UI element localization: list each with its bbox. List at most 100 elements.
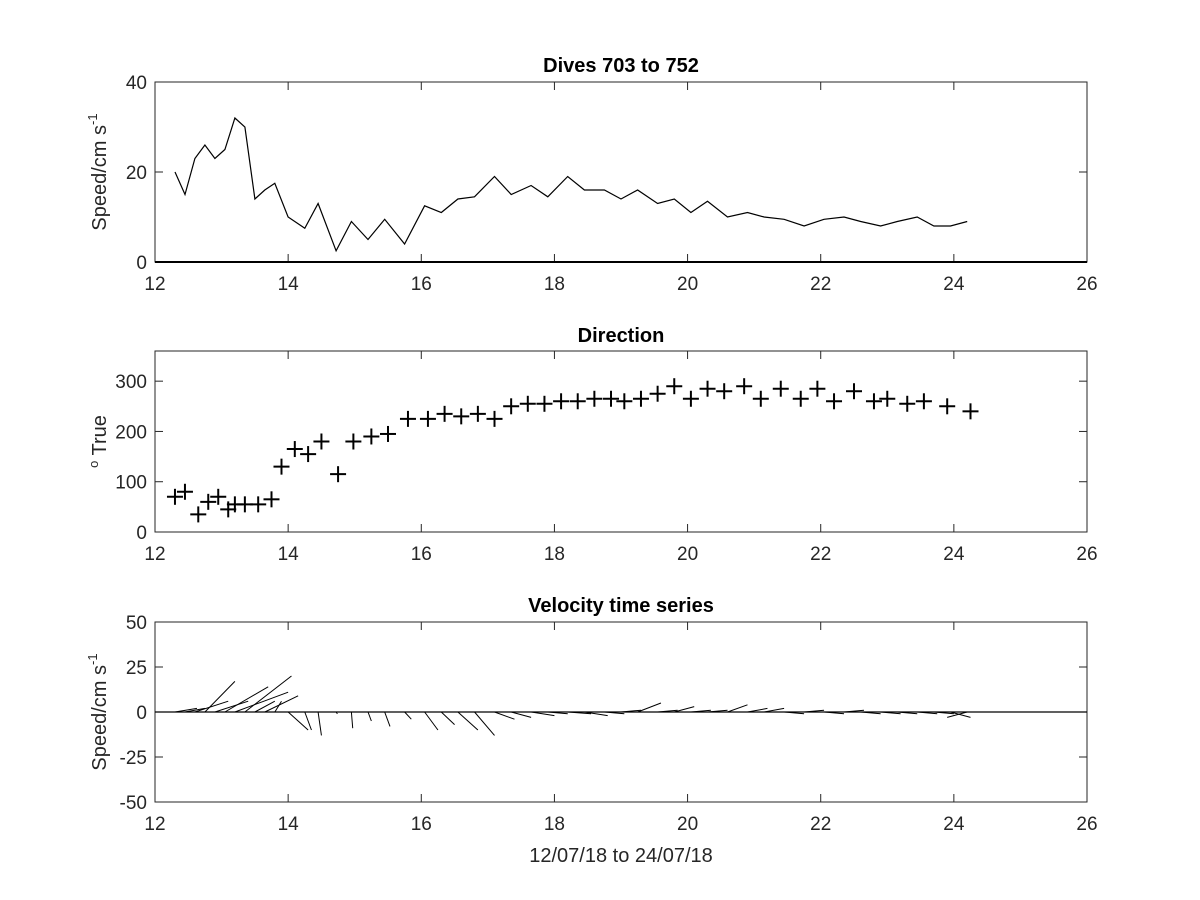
direction-plus-marker — [469, 405, 486, 422]
x-tick-label: 24 — [943, 814, 965, 835]
velocity-stick — [304, 711, 312, 731]
velocity-stick — [184, 707, 206, 713]
direction-plus-marker — [666, 378, 683, 395]
velocity-stick — [424, 711, 439, 731]
direction-plus-marker — [345, 433, 362, 450]
x-tick-label: 16 — [411, 274, 432, 295]
chart-title: Velocity time series — [528, 595, 714, 617]
direction-plus-marker — [166, 488, 183, 505]
x-tick-label: 16 — [411, 544, 432, 565]
direction-plus-marker — [752, 390, 769, 407]
x-tick-label: 26 — [1076, 274, 1097, 295]
direction-plus-marker — [846, 383, 862, 400]
x-tick-label: 12 — [144, 814, 165, 835]
x-tick-label: 14 — [278, 544, 300, 565]
velocity-stick — [287, 711, 309, 731]
y-tick-label: 0 — [136, 523, 147, 544]
speed-panel: 12 14 16 18 20 22 24 26 0 20 40 Dives 703 to 752 Spe… — [85, 55, 1098, 295]
velocity-stick — [620, 709, 642, 713]
direction-plus-marker — [453, 408, 470, 425]
x-tick-label: 20 — [677, 814, 698, 835]
velocity-stick — [317, 711, 322, 736]
direction-plus-marker — [865, 393, 882, 410]
velocity-stick — [234, 691, 289, 713]
x-tick-label: 26 — [1076, 814, 1097, 835]
direction-plus-marker — [399, 410, 416, 427]
velocity-stick — [674, 706, 695, 713]
direction-plus-marker — [200, 493, 217, 510]
x-tick-label: 22 — [810, 274, 831, 295]
y-tick-label: 25 — [126, 658, 147, 679]
direction-plus-marker — [792, 390, 809, 407]
velocity-stick — [494, 711, 515, 720]
direction-plus-marker — [263, 491, 280, 508]
velocity-stick — [474, 711, 495, 736]
velocity-stick — [367, 711, 372, 722]
direction-plus-marker — [616, 393, 633, 410]
x-axis-label: 12/07/18 to 24/07/18 — [529, 845, 713, 867]
x-tick-label: 26 — [1076, 544, 1097, 565]
y-tick-label: 100 — [115, 473, 147, 494]
velocity-stick — [244, 675, 292, 713]
velocity-stick — [214, 700, 249, 713]
direction-plus-marker — [363, 428, 380, 445]
direction-plus-marker — [603, 390, 620, 407]
y-axis-label: o True — [86, 415, 111, 468]
speed-series-line — [174, 116, 968, 253]
velocity-stick — [254, 700, 276, 713]
direction-plus-marker — [569, 393, 586, 410]
direction-plus-marker — [519, 395, 536, 412]
direction-plus-marker — [553, 393, 570, 410]
direction-plus-marker — [879, 390, 896, 407]
x-tick-label: 18 — [544, 814, 565, 835]
velocity-stick — [843, 709, 865, 713]
x-tick-label: 12 — [144, 274, 165, 295]
direction-plus-marker — [300, 446, 317, 463]
velocity-stick — [274, 700, 282, 713]
velocity-stick — [804, 709, 825, 713]
direction-plus-marker — [915, 393, 932, 410]
direction-plus-marker — [486, 410, 503, 427]
x-tick-label: 20 — [677, 544, 698, 565]
velocity-stick — [860, 711, 881, 715]
axes-box — [154, 350, 1088, 533]
velocity-stick — [531, 711, 555, 717]
velocity-stick — [264, 695, 299, 713]
direction-plus-marker — [716, 383, 733, 400]
velocity-stick — [707, 709, 728, 713]
direction-plus-marker — [736, 378, 753, 395]
y-tick-label: 20 — [126, 163, 147, 184]
y-axis-label-text: Speed/cm s — [89, 665, 111, 771]
y-tick-label: 200 — [115, 422, 147, 443]
y-tick-label: 0 — [136, 253, 147, 274]
velocity-stick — [657, 709, 678, 713]
direction-plus-marker — [436, 405, 453, 422]
velocity-stick — [747, 707, 768, 713]
velocity-stick — [204, 681, 236, 713]
x-tick-label: 22 — [810, 544, 831, 565]
velocity-panel: 12 14 16 18 20 22 24 26 -50 -25 0 25 50 Velocity time… — [85, 595, 1098, 867]
velocity-stick — [880, 711, 901, 715]
direction-plus-marker — [826, 393, 843, 410]
velocity-stick — [764, 707, 785, 713]
direction-plus-marker — [273, 458, 290, 475]
direction-plus-marker — [962, 403, 979, 420]
y-axis-label: Speed/cm s-1 — [85, 653, 111, 770]
direction-plus-marker — [632, 390, 649, 407]
velocity-stick — [224, 686, 269, 713]
direction-plus-marker — [176, 483, 193, 500]
x-tick-label: 18 — [544, 544, 565, 565]
velocity-stick — [404, 711, 412, 720]
direction-plus-marker — [536, 395, 553, 412]
velocity-stick — [457, 711, 479, 731]
velocity-stick — [727, 704, 748, 713]
y-tick-label: 300 — [115, 372, 147, 393]
y-axis-label: Speed/cm s-1 — [85, 113, 111, 230]
velocity-stick — [384, 711, 391, 727]
velocity-stick — [933, 711, 954, 715]
chart-title: Direction — [578, 325, 665, 347]
x-tick-label: 18 — [544, 274, 565, 295]
velocity-stick — [947, 711, 968, 718]
direction-plus-marker — [190, 506, 207, 523]
